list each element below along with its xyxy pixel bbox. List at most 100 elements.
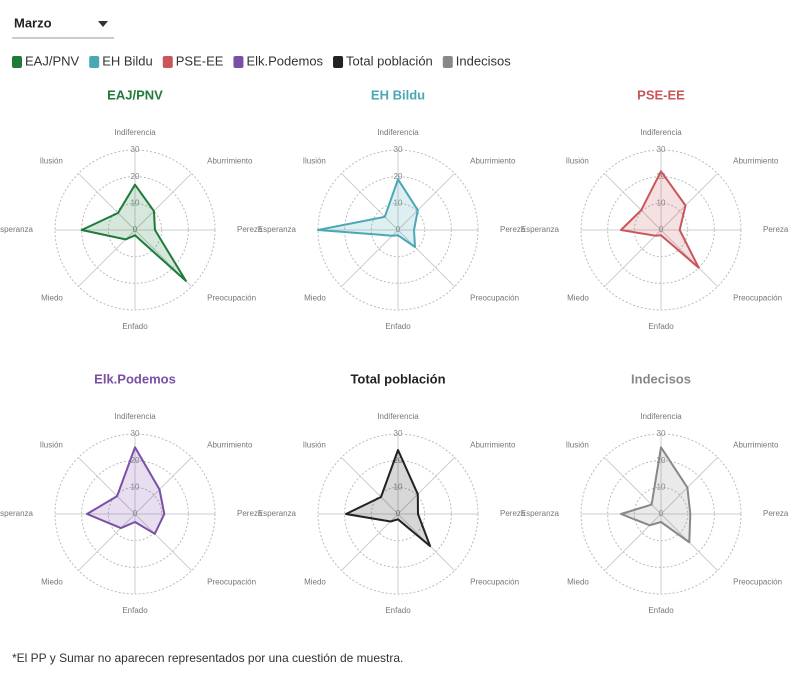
radar-area [317,178,419,248]
axis-label: Indiferencia [640,412,682,421]
axis-label: Enfado [385,606,411,615]
axis-label: Esperanza [521,509,560,518]
axis-label: Miedo [304,294,326,303]
legend-swatch [12,56,22,68]
r-tick-label: 20 [657,172,666,181]
axis-label: Aburrimiento [733,441,779,450]
axis-label: Pereza [763,509,789,518]
axis-label: Miedo [567,294,589,303]
axis-label: Aburrimiento [470,441,516,450]
axis-label: Miedo [304,578,326,587]
r-tick-label: 20 [131,456,140,465]
axis-label: Esperanza [521,225,560,234]
axis-spoke [78,513,136,571]
axis-spoke [134,513,192,571]
charts: EAJ/PNV Indiferencia Aburrimiento Pereza Pre… [0,87,789,615]
axis-label: Enfado [648,322,674,331]
radar-chart: PSE-EE Indiferencia Aburrimiento Pereza Preo… [521,87,789,331]
r-tick-label: 10 [131,198,140,207]
r-tick-label: 20 [657,456,666,465]
axis-label: Aburrimiento [207,441,253,450]
axis-label: Miedo [41,294,63,303]
r-tick-label: 0 [133,509,138,518]
footnote: *El PP y Sumar no aparecen representados… [12,651,403,665]
axis-spoke [604,229,662,287]
axis-label: Esperanza [0,225,34,234]
axis-label: Enfado [122,606,148,615]
dropdown-label[interactable]: Marzo [14,15,52,30]
axis-label: Enfado [648,606,674,615]
chart-title: EH Bildu [371,87,425,102]
radar-chart: EH Bildu Indiferencia Aburrimiento Pereza Pr… [258,87,526,331]
axis-label: Ilusión [303,441,326,450]
r-tick-label: 30 [657,429,666,438]
axis-label: Ilusión [40,441,63,450]
r-tick-label: 30 [131,145,140,154]
axis-label: Preocupación [470,578,519,587]
axis-label: Pereza [237,509,263,518]
axis-spoke [604,513,662,571]
legend-swatch [162,56,173,68]
axis-label: Pereza [763,225,789,234]
axis-spoke [397,173,455,231]
axis-label: Esperanza [0,509,34,518]
legend-label: PSE-EE [176,53,224,68]
dropdown-caret[interactable] [98,21,108,27]
axis-spoke [660,229,718,287]
r-tick-label: 10 [657,198,666,207]
r-tick-label: 0 [659,225,664,234]
legend-label: EH Bildu [102,53,153,68]
dropdown[interactable]: Marzo [12,15,114,39]
r-tick-label: 10 [394,198,403,207]
axis-label: Preocupación [207,294,256,303]
axis-label: Indiferencia [377,412,419,421]
axis-spoke [134,457,192,515]
radar-area [345,449,432,548]
legend-swatch [233,56,244,68]
axis-spoke [341,513,399,571]
axis-spoke [604,173,662,231]
axis-label: Pereza [237,225,263,234]
radar-area [80,183,187,282]
axis-label: Preocupación [733,294,782,303]
axis-label: Aburrimiento [733,157,779,166]
axis-spoke [397,457,455,515]
legend-label: Elk.Podemos [246,53,323,68]
axis-label: Esperanza [258,225,297,234]
r-tick-label: 10 [131,482,140,491]
r-tick-label: 10 [394,482,403,491]
r-tick-label: 20 [394,172,403,181]
legend-swatch [442,56,453,68]
axis-label: Pereza [500,509,526,518]
axis-spoke [660,457,718,515]
axis-spoke [78,173,136,231]
axis-spoke [397,229,455,287]
radar-area [620,446,692,544]
axis-label: Indiferencia [640,128,682,137]
legend-swatch [89,56,100,68]
chart-title: Indecisos [631,371,691,386]
chart-title: PSE-EE [637,87,685,102]
chart-title: EAJ/PNV [107,87,163,102]
axis-label: Ilusión [303,157,326,166]
legend-label: Indecisos [456,53,511,68]
axis-label: Esperanza [258,509,297,518]
axis-label: Indiferencia [114,412,156,421]
r-tick-label: 30 [394,145,403,154]
axis-label: Miedo [41,578,63,587]
axis-label: Aburrimiento [470,157,516,166]
axis-label: Indiferencia [114,128,156,137]
axis-label: Pereza [500,225,526,234]
axis-spoke [341,229,399,287]
axis-label: Indiferencia [377,128,419,137]
axis-label: Miedo [567,578,589,587]
r-tick-label: 10 [657,482,666,491]
radar-area [86,446,166,535]
axis-label: Enfado [122,322,148,331]
axis-label: Preocupación [470,294,519,303]
axis-label: Enfado [385,322,411,331]
radar-chart: Elk.Podemos Indiferencia Aburrimiento Perez… [0,371,263,615]
legend-label: EAJ/PNV [25,53,80,68]
chart-title: Elk.Podemos [94,371,176,386]
r-tick-label: 0 [133,225,138,234]
